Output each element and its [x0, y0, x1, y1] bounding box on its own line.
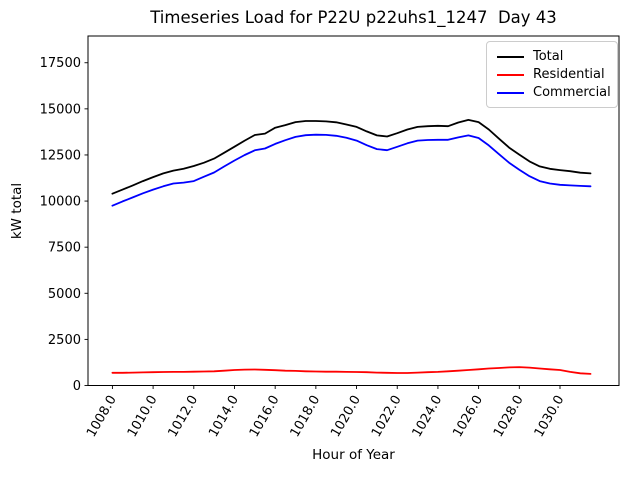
legend-line-swatch-residential: [497, 73, 524, 76]
legend-item-residential: Residential: [497, 67, 607, 82]
y-tick-label: 10000: [40, 195, 81, 210]
x-tick-label: 1022.0: [369, 393, 405, 440]
legend: Total Residential Commercial: [486, 41, 618, 108]
x-tick-label: 1010.0: [125, 393, 161, 440]
y-tick-label: 15000: [40, 102, 81, 117]
legend-item-total: Total: [497, 49, 607, 64]
x-tick-label: 1028.0: [491, 393, 527, 440]
legend-line-swatch-commercial: [497, 91, 524, 94]
legend-label-residential: Residential: [533, 67, 605, 82]
plot-frame: [87, 35, 620, 386]
legend-label-total: Total: [533, 49, 564, 64]
x-tick-label: 1020.0: [328, 393, 364, 440]
x-tick-label: 1026.0: [450, 393, 486, 440]
series-line-residential: [111, 366, 592, 375]
x-tick-label: 1012.0: [166, 393, 202, 440]
y-tick-label: 0: [73, 379, 81, 394]
x-tick-label: 1030.0: [532, 393, 568, 440]
legend-item-commercial: Commercial: [497, 85, 611, 100]
x-tick-label: 1016.0: [247, 393, 283, 440]
x-tick-label: 1024.0: [410, 393, 446, 440]
legend-label-commercial: Commercial: [533, 85, 611, 100]
y-tick-label: 12500: [40, 148, 81, 163]
series-line-total: [111, 119, 592, 195]
x-tick-label: 1008.0: [84, 393, 120, 440]
y-tick-label: 7500: [48, 241, 81, 256]
chart-title: Timeseries Load for P22U p22uhs1_1247 Da…: [150, 8, 557, 27]
x-axis-label: Hour of Year: [312, 447, 395, 463]
series-line-commercial: [111, 133, 592, 207]
y-tick-label: 5000: [48, 287, 81, 302]
y-tick-label: 17500: [40, 56, 81, 71]
x-tick-label: 1018.0: [288, 393, 324, 440]
x-tick-label: 1014.0: [206, 393, 242, 440]
y-axis-label: kW total: [9, 182, 25, 240]
y-tick-label: 2500: [48, 333, 81, 348]
legend-line-swatch-total: [497, 55, 524, 58]
